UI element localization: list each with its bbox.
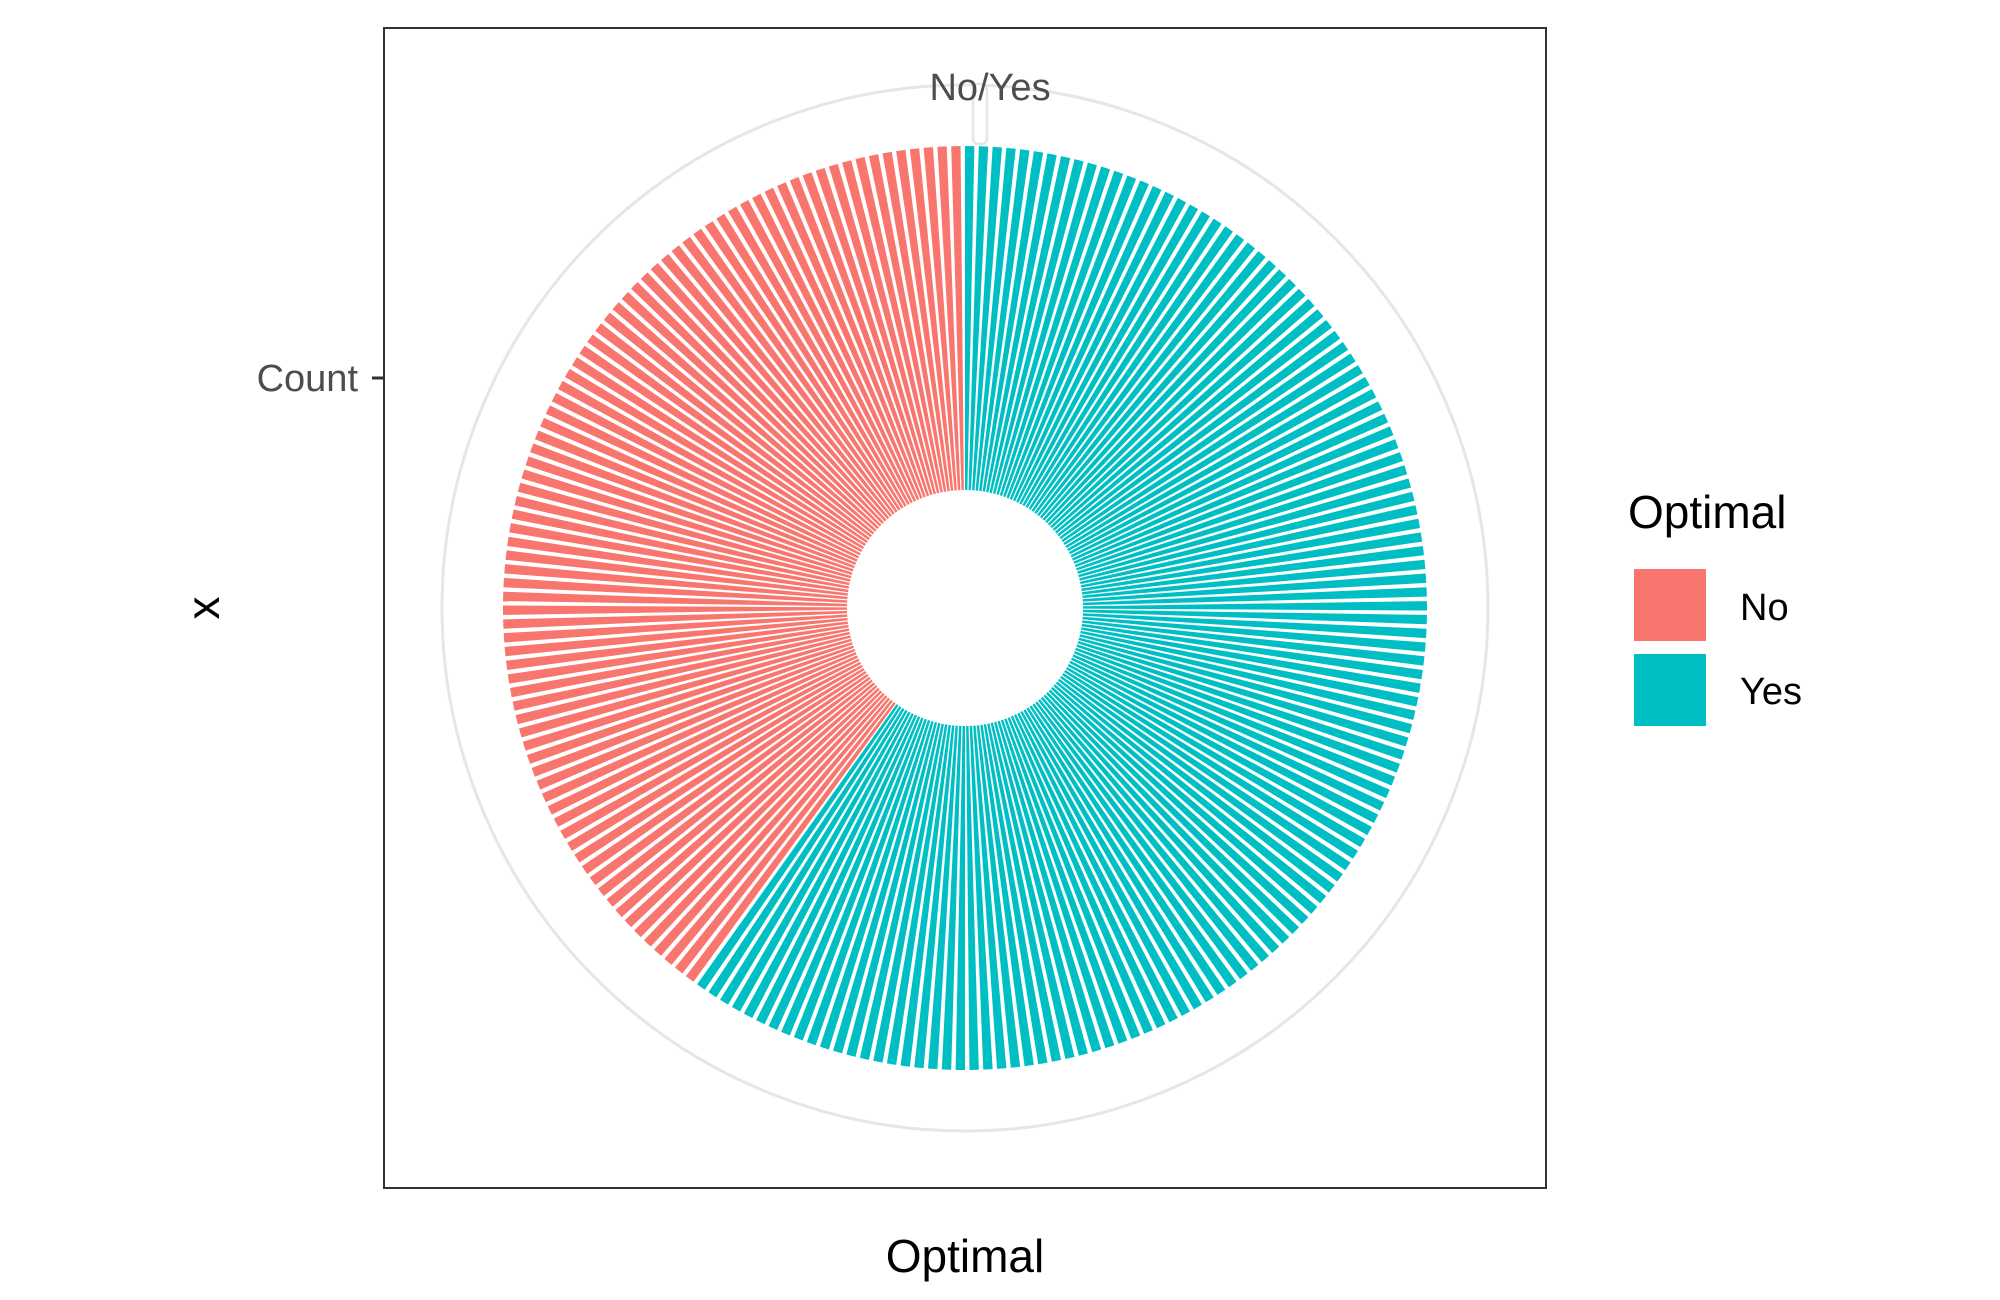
center-hole	[847, 490, 1083, 726]
bar-marks	[503, 146, 1427, 1070]
legend-key-yes	[1634, 654, 1706, 726]
grid-circle-outer	[440, 83, 1490, 1133]
legend-key-no	[1634, 569, 1706, 641]
y-tick-label: Count	[257, 358, 359, 400]
grid-tick-marker	[971, 82, 989, 146]
legend: Optimal No Yes	[1628, 486, 1802, 726]
legend-label-yes: Yes	[1740, 671, 1802, 713]
legend-label-no: No	[1740, 587, 1789, 629]
legend-title: Optimal	[1628, 486, 1786, 538]
y-axis-title: x	[177, 597, 229, 620]
panel-border	[383, 27, 1547, 1189]
x-tick-label: No/Yes	[929, 67, 1050, 109]
x-axis-title: Optimal	[886, 1230, 1044, 1282]
